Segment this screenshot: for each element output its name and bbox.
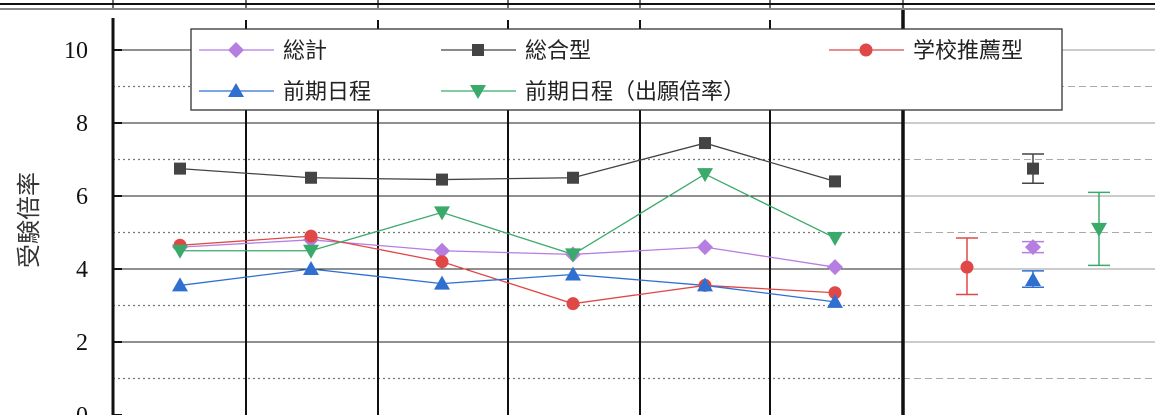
legend-marker [470,85,486,99]
legend-marker [472,44,484,56]
legend-label: 総計 [283,39,327,64]
legend-marker [228,83,244,97]
data-point [303,261,319,275]
series-line-2 [179,235,836,305]
legend-label: 前期日程（出願倍率） [525,80,745,105]
y-tick-label: 6 [76,184,88,210]
data-point [697,239,713,256]
legend-label: 前期日程 [283,80,371,105]
legend-box [190,28,1063,111]
data-point [565,266,581,281]
data-point [699,137,711,150]
legend-label: 学校推薦型 [913,39,1023,64]
series-line-1 [179,142,836,183]
data-point [303,244,319,259]
data-point [304,229,318,243]
legend-marker [228,42,244,58]
summary-point [1025,239,1041,256]
data-point [434,242,450,259]
series-line-4 [180,173,836,256]
y-tick-label: 10 [64,38,88,64]
data-point [828,286,842,300]
data-point [567,171,579,184]
summary-point [1027,162,1039,175]
y-tick-label: 4 [76,257,88,283]
y-tick-label: 0 [76,403,88,415]
y-tick-label: 2 [76,330,88,356]
data-point [697,277,713,292]
data-point [434,275,450,290]
data-point [174,162,186,175]
data-point [827,231,843,246]
summary-point [1025,271,1041,286]
data-point [697,168,713,183]
y-tick-label: 8 [76,111,88,137]
data-point [436,173,448,186]
summary-point [1091,222,1107,237]
data-point [434,206,450,221]
markers [172,137,1107,311]
legend-marker [859,43,873,57]
data-point [827,293,843,308]
series-lines [179,142,836,305]
data-point [435,255,449,269]
data-point [829,175,841,188]
data-point [566,297,580,311]
y-axis-label: 受験倍率 [15,172,43,268]
legend-label: 総合型 [525,39,591,64]
summary-point [960,260,974,274]
series-line-0 [179,239,836,268]
data-point [565,248,581,263]
data-point [172,277,188,292]
data-point [827,259,843,276]
data-point [305,171,317,184]
series-line-3 [179,268,836,303]
data-point [172,244,188,259]
y-tick-labels: 0 2 4 6 8 10 [64,38,88,415]
